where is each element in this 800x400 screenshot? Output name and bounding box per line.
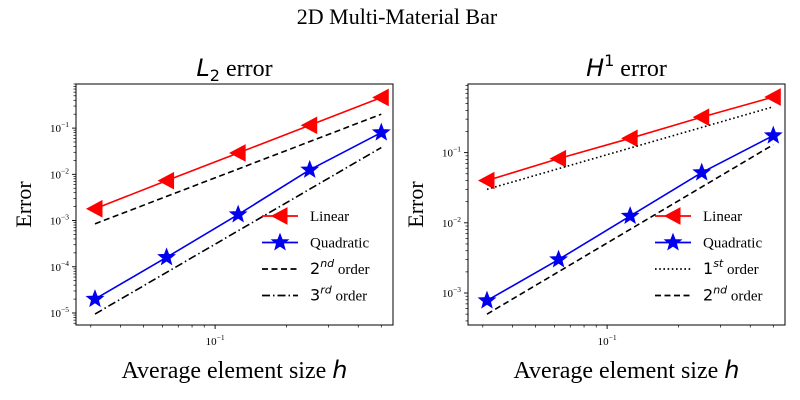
legend-label: 2nd order <box>703 284 763 305</box>
data-point <box>228 204 248 223</box>
y-axis-label: Error <box>403 181 428 228</box>
data-point <box>692 108 710 127</box>
legend-label: 2nd order <box>310 257 370 278</box>
legend: Linear Quadratic 2nd order 3rd order <box>262 207 370 305</box>
series-2nd-order <box>94 113 382 225</box>
subplot-1: L2 error 10−5 10−4 10−3 10−2 10−1 10−1 Average … <box>11 54 394 384</box>
x-tick-label: 10−1 <box>598 333 617 348</box>
legend-marker <box>270 207 288 225</box>
series-quadratic <box>85 122 391 308</box>
y-tick-label: 10−3 <box>442 285 461 300</box>
series-line <box>486 106 774 191</box>
subplot-title: L2 error <box>196 54 272 85</box>
data-point <box>157 247 176 266</box>
x-axis-label: Average element size h <box>514 356 740 384</box>
series-line <box>94 113 382 225</box>
data-point <box>300 116 318 135</box>
data-point <box>477 290 497 309</box>
data-point <box>692 162 712 181</box>
series-2nd-order <box>486 143 774 315</box>
legend-label: 1st order <box>703 257 759 278</box>
legend-label: Linear <box>703 209 742 225</box>
y-tick-label: 10−1 <box>50 120 69 135</box>
axes-frame <box>467 83 786 326</box>
data-point <box>477 171 495 190</box>
y-tick-label: 10−2 <box>442 215 461 230</box>
series-linear <box>85 88 389 218</box>
data-point <box>229 144 246 162</box>
y-tick-label: 10−1 <box>442 145 461 160</box>
data-point <box>85 199 103 218</box>
legend-marker <box>270 232 290 251</box>
data-point <box>621 129 638 148</box>
y-tick-label: 10−4 <box>50 259 69 274</box>
data-point <box>549 249 568 268</box>
legend-label: Quadratic <box>703 236 762 252</box>
legend-label: Linear <box>310 209 349 225</box>
legend: Linear Quadratic 1st order 2nd order <box>655 207 763 305</box>
data-point <box>764 88 781 106</box>
data-point <box>549 149 567 168</box>
data-point <box>85 289 105 308</box>
series-linear <box>477 88 781 190</box>
legend-marker <box>663 207 681 225</box>
subplot-title: H1 error <box>586 51 667 82</box>
data-point <box>300 159 320 178</box>
data-point <box>763 125 783 144</box>
subplot-2: H1 error 10−3 10−2 10−1 10−1 Average element … <box>403 51 786 384</box>
data-point <box>157 171 175 190</box>
data-point <box>620 206 640 225</box>
figure-title: 2D Multi-Material Bar <box>297 4 498 29</box>
y-axis-label: Error <box>11 181 36 228</box>
x-axis-label: Average element size h <box>122 356 348 384</box>
series-line <box>486 143 774 315</box>
series-1st-order <box>486 106 774 191</box>
series-quadratic <box>477 125 783 309</box>
y-tick-label: 10−5 <box>50 305 69 320</box>
y-tick-label: 10−3 <box>50 213 69 228</box>
legend-marker <box>663 232 683 251</box>
data-point <box>372 88 389 107</box>
data-point <box>371 122 391 141</box>
x-tick-label: 10−1 <box>206 333 225 348</box>
axes-frame <box>75 83 394 326</box>
legend-label: 3rd order <box>310 284 367 305</box>
y-tick-label: 10−2 <box>50 166 69 181</box>
legend-label: Quadratic <box>310 236 369 252</box>
